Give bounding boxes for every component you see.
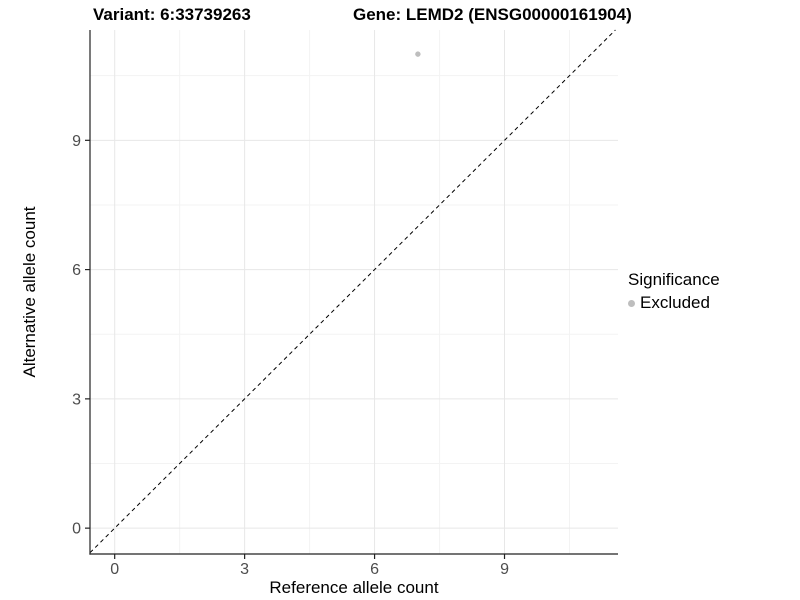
plot-title-gene: Gene: LEMD2 (ENSG00000161904)	[353, 5, 632, 24]
y-axis-title: Alternative allele count	[20, 206, 39, 378]
x-tick-label: 0	[110, 561, 119, 578]
legend-item-excluded: Excluded	[628, 293, 720, 313]
legend: Significance Excluded	[628, 270, 720, 313]
x-axis-title: Reference allele count	[269, 578, 439, 597]
y-tick-label: 9	[72, 133, 81, 150]
y-tick-label: 3	[72, 391, 81, 408]
x-tick-label: 6	[370, 561, 379, 578]
y-tick-label: 0	[72, 521, 81, 538]
x-tick-label: 3	[240, 561, 249, 578]
data-point	[415, 51, 421, 57]
identity-line	[89, 29, 616, 554]
plot-title-variant: Variant: 6:33739263	[93, 5, 251, 24]
x-tick-label: 9	[500, 561, 509, 578]
legend-title: Significance	[628, 270, 720, 289]
legend-key-dot-icon	[628, 299, 635, 307]
legend-item-label: Excluded	[640, 293, 710, 312]
y-tick-label: 6	[72, 262, 81, 279]
